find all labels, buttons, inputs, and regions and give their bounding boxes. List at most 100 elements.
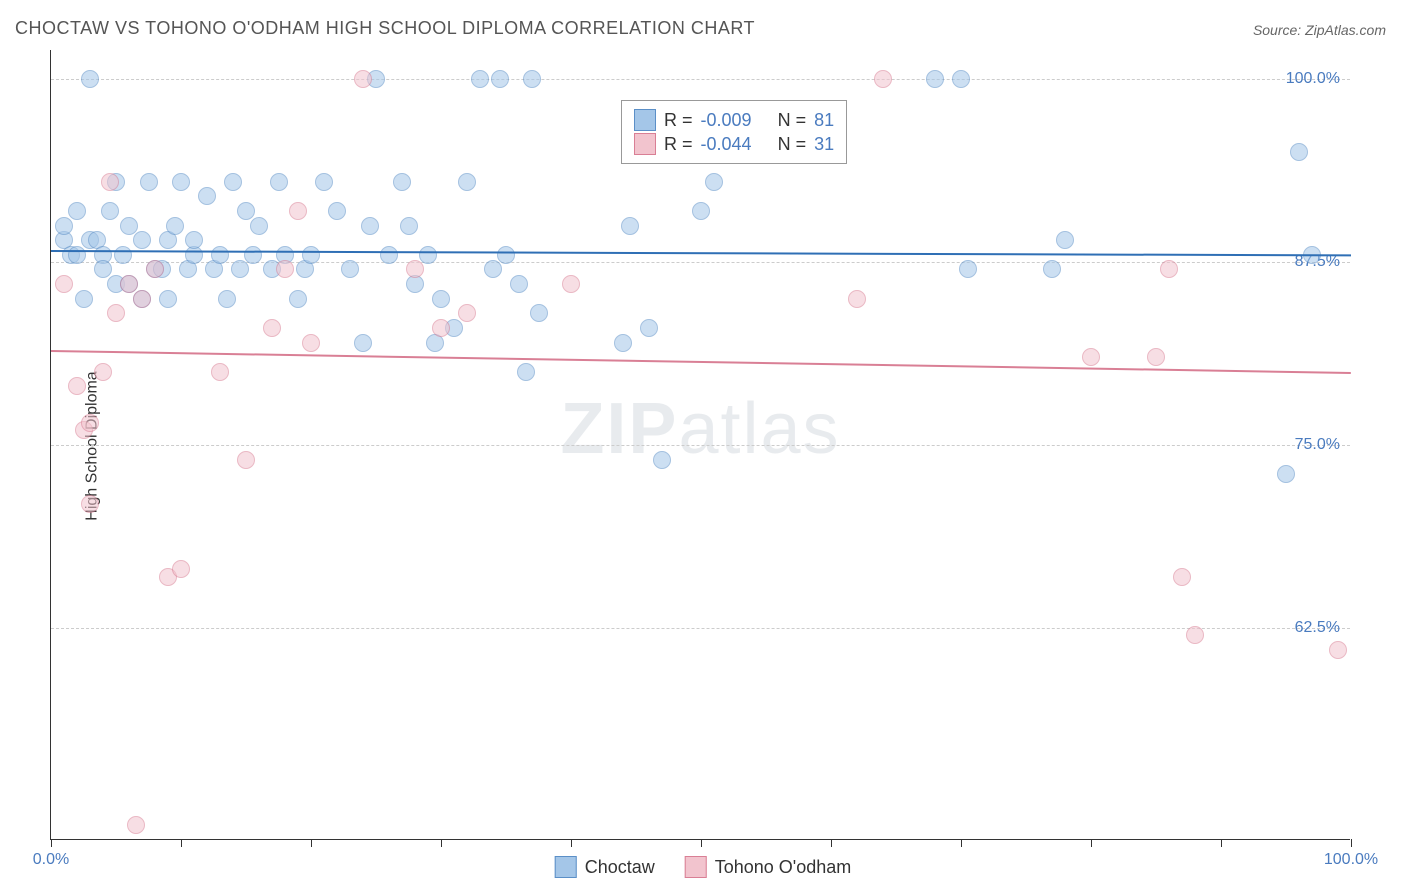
scatter-point-tohono <box>81 495 99 513</box>
legend-stats-row-choctaw: R = -0.009 N = 81 <box>634 109 834 131</box>
scatter-point-tohono <box>55 275 73 293</box>
scatter-point-tohono <box>458 304 476 322</box>
chart-title: CHOCTAW VS TOHONO O'ODHAM HIGH SCHOOL DI… <box>15 18 755 39</box>
scatter-point-choctaw <box>497 246 515 264</box>
scatter-point-choctaw <box>140 173 158 191</box>
scatter-point-choctaw <box>114 246 132 264</box>
scatter-point-tohono <box>1082 348 1100 366</box>
scatter-point-tohono <box>1186 626 1204 644</box>
scatter-point-choctaw <box>172 173 190 191</box>
scatter-point-choctaw <box>361 217 379 235</box>
scatter-point-tohono <box>81 414 99 432</box>
scatter-point-choctaw <box>237 202 255 220</box>
scatter-point-choctaw <box>231 260 249 278</box>
scatter-point-tohono <box>1147 348 1165 366</box>
x-tick <box>571 839 572 847</box>
scatter-point-choctaw <box>302 246 320 264</box>
scatter-point-tohono <box>276 260 294 278</box>
scatter-point-choctaw <box>510 275 528 293</box>
x-tick <box>701 839 702 847</box>
legend-swatch-choctaw <box>555 856 577 878</box>
gridline <box>51 445 1350 446</box>
scatter-point-choctaw <box>530 304 548 322</box>
scatter-point-choctaw <box>458 173 476 191</box>
scatter-point-tohono <box>1173 568 1191 586</box>
scatter-point-tohono <box>302 334 320 352</box>
scatter-point-tohono <box>133 290 151 308</box>
n-label: N = <box>778 134 807 155</box>
x-tick <box>1351 839 1352 847</box>
y-tick-label: 100.0% <box>1286 70 1340 88</box>
scatter-point-choctaw <box>380 246 398 264</box>
scatter-point-choctaw <box>250 217 268 235</box>
scatter-point-choctaw <box>692 202 710 220</box>
plot-area: ZIPatlas R = -0.009 N = 81 R = -0.044 N … <box>50 50 1350 840</box>
scatter-point-tohono <box>127 816 145 834</box>
scatter-point-choctaw <box>952 70 970 88</box>
legend-swatch-tohono <box>685 856 707 878</box>
scatter-point-choctaw <box>120 217 138 235</box>
x-tick-label: 100.0% <box>1324 851 1378 869</box>
source-attribution: Source: ZipAtlas.com <box>1253 22 1386 38</box>
scatter-point-tohono <box>172 560 190 578</box>
gridline <box>51 79 1350 80</box>
scatter-point-choctaw <box>471 70 489 88</box>
bottom-legend-label: Tohono O'odham <box>715 857 852 878</box>
scatter-point-choctaw <box>1056 231 1074 249</box>
y-tick-label: 75.0% <box>1295 436 1340 454</box>
scatter-point-choctaw <box>94 260 112 278</box>
n-value-choctaw: 81 <box>814 110 834 131</box>
scatter-point-tohono <box>406 260 424 278</box>
scatter-point-choctaw <box>517 363 535 381</box>
scatter-point-choctaw <box>75 290 93 308</box>
bottom-legend: Choctaw Tohono O'odham <box>555 856 852 878</box>
scatter-point-choctaw <box>218 290 236 308</box>
scatter-point-tohono <box>68 377 86 395</box>
scatter-point-choctaw <box>244 246 262 264</box>
scatter-point-tohono <box>120 275 138 293</box>
x-tick <box>441 839 442 847</box>
scatter-point-choctaw <box>926 70 944 88</box>
scatter-point-tohono <box>354 70 372 88</box>
scatter-point-tohono <box>848 290 866 308</box>
bottom-legend-item-tohono: Tohono O'odham <box>685 856 852 878</box>
x-tick-label: 0.0% <box>33 851 69 869</box>
r-label: R = <box>664 110 693 131</box>
scatter-point-tohono <box>211 363 229 381</box>
x-tick <box>1091 839 1092 847</box>
x-tick <box>311 839 312 847</box>
scatter-point-tohono <box>562 275 580 293</box>
scatter-point-tohono <box>1329 641 1347 659</box>
legend-stats-row-tohono: R = -0.044 N = 31 <box>634 133 834 155</box>
x-tick <box>1221 839 1222 847</box>
scatter-point-tohono <box>94 363 112 381</box>
scatter-point-tohono <box>1160 260 1178 278</box>
scatter-point-choctaw <box>185 231 203 249</box>
legend-swatch-choctaw <box>634 109 656 131</box>
scatter-point-choctaw <box>68 246 86 264</box>
scatter-point-tohono <box>146 260 164 278</box>
x-tick <box>181 839 182 847</box>
scatter-point-choctaw <box>491 70 509 88</box>
scatter-point-choctaw <box>432 290 450 308</box>
scatter-point-choctaw <box>621 217 639 235</box>
scatter-point-tohono <box>874 70 892 88</box>
scatter-point-choctaw <box>211 246 229 264</box>
chart-container: CHOCTAW VS TOHONO O'ODHAM HIGH SCHOOL DI… <box>0 0 1406 892</box>
legend-stats-box: R = -0.009 N = 81 R = -0.044 N = 31 <box>621 100 847 164</box>
r-value-tohono: -0.044 <box>701 134 752 155</box>
scatter-point-choctaw <box>159 290 177 308</box>
y-tick-label: 62.5% <box>1295 619 1340 637</box>
scatter-point-tohono <box>101 173 119 191</box>
scatter-point-tohono <box>289 202 307 220</box>
scatter-point-choctaw <box>640 319 658 337</box>
scatter-point-choctaw <box>289 290 307 308</box>
n-value-tohono: 31 <box>814 134 834 155</box>
scatter-point-choctaw <box>133 231 151 249</box>
scatter-point-choctaw <box>1277 465 1295 483</box>
scatter-point-choctaw <box>224 173 242 191</box>
scatter-point-choctaw <box>198 187 216 205</box>
x-tick <box>831 839 832 847</box>
scatter-point-choctaw <box>354 334 372 352</box>
scatter-point-choctaw <box>523 70 541 88</box>
